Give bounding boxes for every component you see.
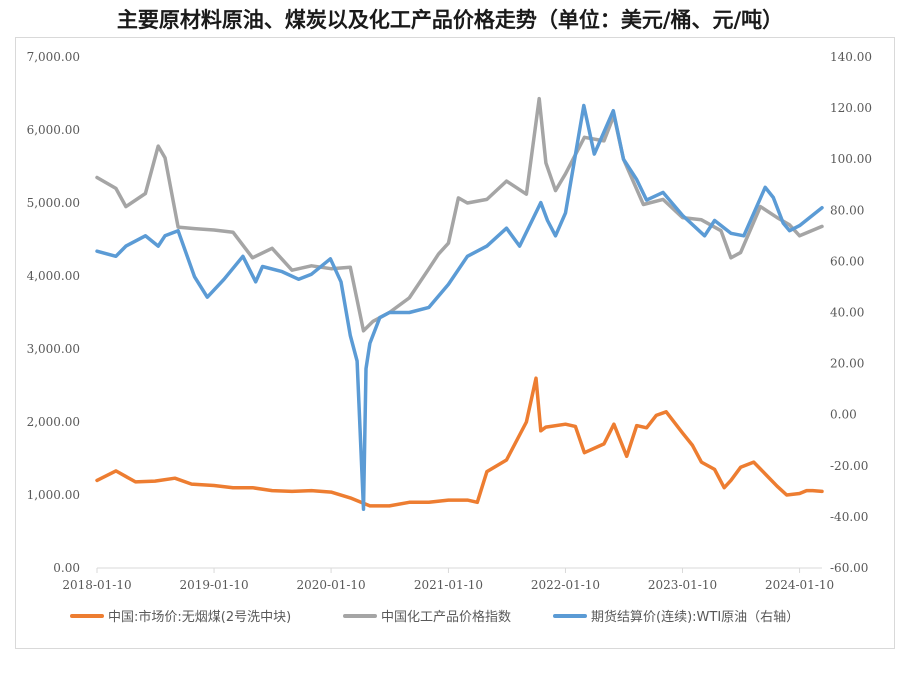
x-tick-label: 2018-01-10 xyxy=(62,578,131,592)
x-tick-label: 2022-01-10 xyxy=(531,578,600,592)
x-tick-label: 2020-01-10 xyxy=(296,578,365,592)
left-tick-label: 2,000.00 xyxy=(27,415,80,429)
left-tick-label: 1,000.00 xyxy=(27,488,80,502)
series-line-1 xyxy=(95,96,824,333)
right-tick-label: 0.00 xyxy=(830,408,857,422)
legend-label-0[interactable]: 中国:市场价:无烟煤(2号洗中块) xyxy=(108,609,291,625)
right-tick-label: 100.00 xyxy=(830,152,872,166)
x-tick-label: 2021-01-10 xyxy=(414,578,483,592)
legend[interactable]: 中国:市场价:无烟煤(2号洗中块) 中国化工产品价格指数 期货结算价(连续):WTI… xyxy=(70,609,799,625)
left-y-axis: 0.00 1,000.00 2,000.00 3,000.00 4,000.00 5,00… xyxy=(27,50,80,575)
x-axis: 2018-01-10 2019-01-10 2020-01-10 2021-01-10… xyxy=(62,568,834,592)
x-tick-label: 2024-01-10 xyxy=(765,578,834,592)
right-tick-label: -60.00 xyxy=(830,561,868,575)
left-tick-label: 5,000.00 xyxy=(27,196,80,210)
right-tick-label: 120.00 xyxy=(830,101,872,115)
x-tick-label: 2019-01-10 xyxy=(179,578,248,592)
left-tick-label: 3,000.00 xyxy=(27,342,80,356)
legend-label-2[interactable]: 期货结算价(连续):WTI原油（右轴） xyxy=(591,609,799,625)
right-tick-label: 40.00 xyxy=(830,306,864,320)
legend-label-1[interactable]: 中国化工产品价格指数 xyxy=(381,609,511,625)
chart-title: 主要原材料原油、煤炭以及化工产品价格走势（单位：美元/桶、元/吨） xyxy=(116,8,784,32)
right-y-axis: -60.00 -40.00 -20.00 0.00 20.00 40.00 60.00 80.… xyxy=(830,50,872,575)
left-tick-label: 7,000.00 xyxy=(27,50,80,64)
right-tick-label: -20.00 xyxy=(830,459,868,473)
left-tick-label: 4,000.00 xyxy=(27,269,80,283)
right-tick-label: 80.00 xyxy=(830,203,864,217)
series-line-2 xyxy=(95,103,824,511)
series-line-0 xyxy=(95,376,824,508)
chart-frame xyxy=(15,37,895,649)
right-tick-label: 20.00 xyxy=(830,357,864,371)
right-tick-label: 140.00 xyxy=(830,50,872,64)
right-tick-label: -40.00 xyxy=(830,510,868,524)
left-tick-label: 6,000.00 xyxy=(27,123,80,137)
series-layer xyxy=(95,96,824,511)
right-tick-label: 60.00 xyxy=(830,254,864,268)
x-tick-label: 2023-01-10 xyxy=(648,578,717,592)
left-tick-label: 0.00 xyxy=(53,561,80,575)
